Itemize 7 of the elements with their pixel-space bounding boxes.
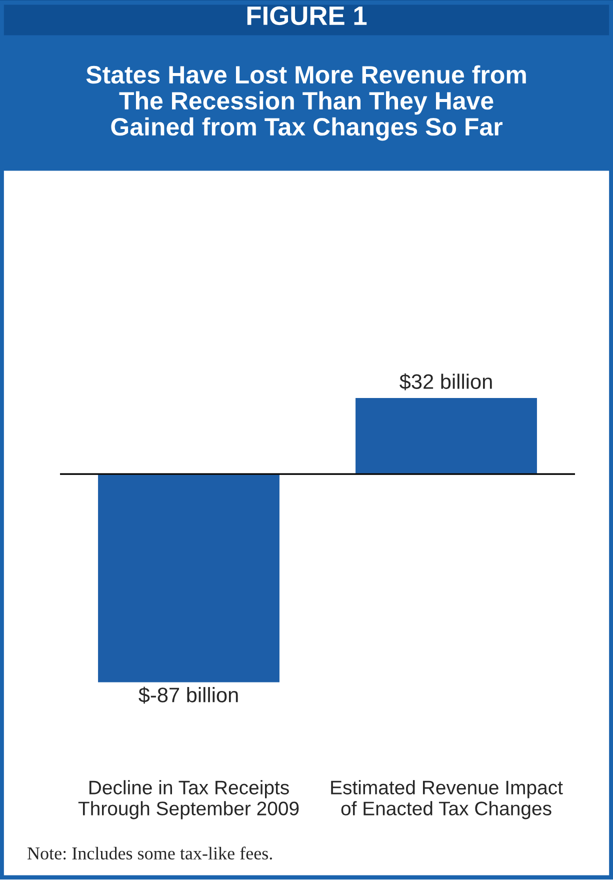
text: Note: Includes some tax-like fees. [28, 846, 272, 860]
data-label: $-87 billion [138, 686, 238, 704]
x-tick-label: Decline in Tax Receipts Through September 2009 [78, 780, 299, 820]
chart-title: FIGURE 1 [247, 6, 367, 26]
x-tick-label: Estimated Revenue Impact of Enacted Tax Changes [331, 780, 563, 820]
chart-subtitle: States Have Lost More Revenue from The Recession Than They Have Gained from Tax Changes So Far [86, 65, 526, 141]
data-label: $32 billion [400, 373, 492, 390]
